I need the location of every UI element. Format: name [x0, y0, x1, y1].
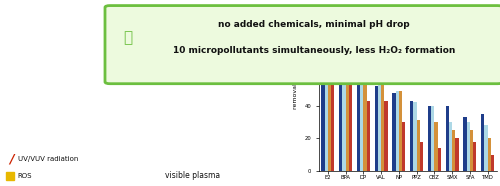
- Bar: [431, 106, 434, 171]
- Bar: [466, 122, 470, 171]
- Bar: [488, 138, 491, 171]
- Bar: [420, 142, 423, 171]
- Bar: [414, 102, 416, 171]
- Bar: [449, 122, 452, 171]
- Text: no added chemicals, minimal pH drop: no added chemicals, minimal pH drop: [218, 20, 410, 29]
- Bar: [322, 7, 324, 171]
- Bar: [357, 60, 360, 171]
- Bar: [410, 101, 414, 171]
- Bar: [374, 86, 378, 171]
- Bar: [364, 34, 366, 171]
- Text: /: /: [9, 153, 14, 166]
- Bar: [399, 91, 402, 171]
- Bar: [346, 34, 349, 171]
- Bar: [342, 7, 345, 171]
- Bar: [484, 125, 488, 171]
- Bar: [470, 130, 473, 171]
- Y-axis label: removal (%): removal (%): [294, 70, 298, 108]
- Bar: [428, 106, 431, 171]
- Bar: [446, 106, 449, 171]
- Bar: [456, 138, 458, 171]
- Bar: [324, 7, 328, 171]
- Legend: 15°C, 25°C, 40°C, 60°C: 15°C, 25°C, 40°C, 60°C: [471, 10, 494, 36]
- Text: UV/VUV radiation: UV/VUV radiation: [18, 156, 78, 162]
- Bar: [438, 148, 441, 171]
- Bar: [434, 122, 438, 171]
- Bar: [366, 101, 370, 171]
- Bar: [360, 32, 364, 171]
- Bar: [378, 68, 381, 171]
- Bar: [464, 117, 466, 171]
- Bar: [473, 142, 476, 171]
- Text: 10 micropollutants simultaneously, less H₂O₂ formation: 10 micropollutants simultaneously, less …: [172, 46, 455, 55]
- Bar: [491, 155, 494, 171]
- Bar: [402, 122, 406, 171]
- FancyBboxPatch shape: [105, 6, 500, 84]
- Bar: [481, 114, 484, 171]
- Text: ROS: ROS: [18, 173, 32, 179]
- Bar: [452, 130, 456, 171]
- Bar: [339, 7, 342, 171]
- Bar: [392, 93, 396, 171]
- Bar: [381, 66, 384, 171]
- Bar: [416, 120, 420, 171]
- Text: visible plasma: visible plasma: [165, 171, 220, 180]
- Bar: [396, 91, 399, 171]
- Text: 🌿: 🌿: [123, 30, 132, 45]
- Bar: [328, 19, 331, 171]
- Bar: [349, 32, 352, 171]
- Bar: [384, 101, 388, 171]
- Bar: [331, 19, 334, 171]
